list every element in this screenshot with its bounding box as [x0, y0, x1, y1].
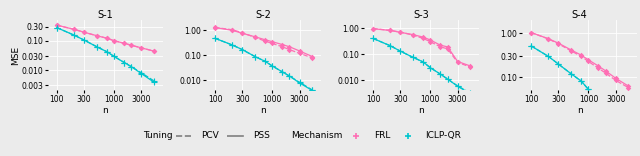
X-axis label: n: n: [419, 106, 424, 115]
Text: PSS: PSS: [253, 131, 269, 140]
Text: ICLP-QR: ICLP-QR: [426, 131, 461, 140]
Text: Mechanism: Mechanism: [291, 131, 342, 140]
Text: PCV: PCV: [202, 131, 220, 140]
Title: S-1: S-1: [97, 10, 113, 20]
Title: S-4: S-4: [572, 10, 588, 20]
Y-axis label: MSE: MSE: [11, 46, 20, 65]
Text: Tuning: Tuning: [143, 131, 173, 140]
Title: S-2: S-2: [255, 10, 271, 20]
X-axis label: n: n: [260, 106, 266, 115]
Text: FRL: FRL: [374, 131, 391, 140]
X-axis label: n: n: [577, 106, 582, 115]
Title: S-3: S-3: [413, 10, 429, 20]
X-axis label: n: n: [102, 106, 108, 115]
